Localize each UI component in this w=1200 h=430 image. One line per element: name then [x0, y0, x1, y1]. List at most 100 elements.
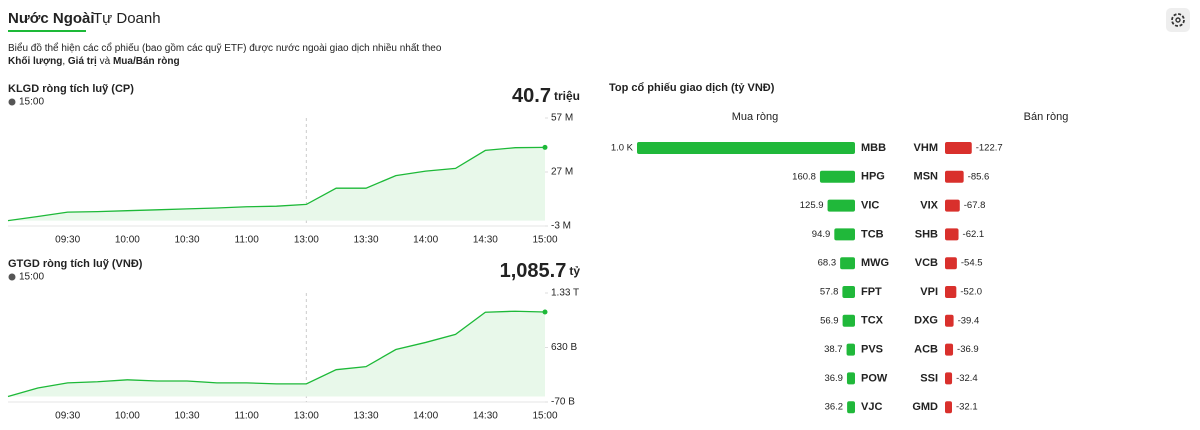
bar — [945, 401, 952, 414]
y-tick-label: -3 M — [551, 221, 571, 232]
legend-label: Bán ròng — [1024, 111, 1069, 123]
legend-label: Mua ròng — [732, 111, 778, 123]
x-tick-label: 11:00 — [235, 411, 260, 422]
ticker: TCX — [861, 315, 884, 327]
bar — [945, 142, 972, 154]
tab-underline — [8, 30, 86, 32]
x-tick-label: 13:30 — [353, 235, 378, 246]
ticker: MSN — [914, 171, 939, 183]
value-label: -36.9 — [957, 344, 979, 355]
value-label: 1.0 K — [611, 143, 634, 154]
bar — [834, 228, 855, 241]
x-tick-label: 09:30 — [55, 411, 80, 422]
description-part: Khối lượng — [8, 55, 62, 67]
headline: 1,085.7 tỷ — [500, 260, 581, 282]
y-tick-label: 27 M — [551, 167, 573, 178]
value-label: -62.1 — [963, 229, 985, 240]
ticker: PVS — [861, 344, 883, 356]
headline-unit: tỷ — [569, 264, 580, 278]
gear-hub[interactable] — [1175, 17, 1181, 23]
bar — [945, 257, 957, 270]
value-label: 36.2 — [825, 402, 844, 413]
x-tick-label: 14:30 — [473, 411, 498, 422]
tab[interactable]: Tự Doanh — [93, 10, 161, 27]
headline-unit: triệu — [554, 89, 580, 103]
bar — [945, 199, 960, 212]
end-dot — [542, 309, 548, 315]
value-label: 160.8 — [792, 171, 816, 182]
bar — [945, 228, 959, 241]
x-tick-label: 13:00 — [294, 411, 319, 422]
description-part: Mua/Bán ròng — [113, 56, 180, 67]
settings-button[interactable] — [1166, 8, 1190, 32]
bar — [945, 343, 954, 356]
bar — [945, 170, 964, 183]
clock-icon — [8, 98, 16, 106]
value-label: -39.4 — [958, 315, 980, 326]
ticker: VHM — [914, 142, 938, 154]
bar — [945, 372, 953, 385]
x-tick-label: 09:30 — [55, 235, 80, 246]
value-label: 38.7 — [824, 344, 843, 355]
bar — [945, 286, 957, 298]
value-label: -67.8 — [964, 200, 986, 211]
ticker: FPT — [861, 286, 882, 298]
value-label: 56.9 — [820, 315, 839, 326]
ticker: SSI — [920, 372, 938, 384]
ticker: VIX — [920, 200, 938, 212]
ticker: GMD — [912, 401, 938, 413]
value-label: -122.7 — [976, 143, 1003, 154]
y-tick-label: 630 B — [551, 342, 577, 353]
description-part: Biểu đồ thể hiện các cổ phiếu (bao gồm c… — [8, 42, 442, 54]
bar — [847, 401, 855, 414]
x-tick-label: 10:30 — [174, 235, 199, 246]
bar — [827, 199, 855, 212]
ticker: DXG — [914, 315, 938, 327]
bar — [846, 372, 855, 385]
x-tick-label: 10:00 — [115, 235, 140, 246]
headline: 40.7 triệu — [512, 85, 580, 107]
line — [7, 146, 546, 222]
bar — [842, 314, 855, 327]
x-tick-label: 15:00 — [532, 411, 557, 422]
ticker: MBB — [861, 142, 886, 154]
end-dot — [542, 144, 548, 150]
area — [8, 311, 545, 397]
bar — [945, 314, 954, 327]
settings-bg[interactable] — [1166, 8, 1190, 32]
y-tick-label: 1.33 T — [551, 288, 579, 299]
value-label: 94.9 — [812, 229, 831, 240]
area — [8, 147, 545, 221]
update-time: 15:00 — [19, 272, 44, 283]
x-tick-label: 13:00 — [294, 235, 319, 246]
y-tick-label: -70 B — [551, 397, 575, 408]
line — [7, 310, 546, 398]
x-tick-label: 10:00 — [115, 411, 140, 422]
bar — [842, 286, 855, 298]
ticker: VJC — [861, 401, 882, 413]
chart-title: GTGD ròng tích luỹ (VNĐ) — [8, 258, 143, 270]
bar — [846, 343, 855, 356]
bar — [840, 257, 855, 270]
x-tick-label: 14:30 — [473, 235, 498, 246]
ticker: HPG — [861, 171, 885, 183]
ticker: VCB — [915, 257, 938, 269]
x-tick-label: 10:30 — [174, 411, 199, 422]
x-tick-label: 13:30 — [353, 411, 378, 422]
value-label: -85.6 — [968, 171, 990, 182]
value-label: 125.9 — [800, 200, 824, 211]
gear[interactable] — [1171, 13, 1185, 27]
chart-title: KLGD ròng tích luỹ (CP) — [8, 83, 134, 95]
ticker: SHB — [915, 228, 938, 240]
description-part: Giá trị — [68, 56, 97, 67]
bar — [637, 142, 855, 154]
ticker: ACB — [914, 344, 938, 356]
value-label: -52.0 — [960, 287, 982, 298]
x-tick-label: 15:00 — [532, 235, 557, 246]
ticker: VIC — [861, 200, 879, 212]
tab-active[interactable]: Nước Ngoài — [8, 10, 95, 27]
x-tick-label: 14:00 — [413, 235, 438, 246]
bar — [819, 170, 855, 183]
value-label: -32.4 — [956, 373, 978, 384]
description-line: Khối lượng, Giá trị và Mua/Bán ròng — [8, 55, 180, 67]
